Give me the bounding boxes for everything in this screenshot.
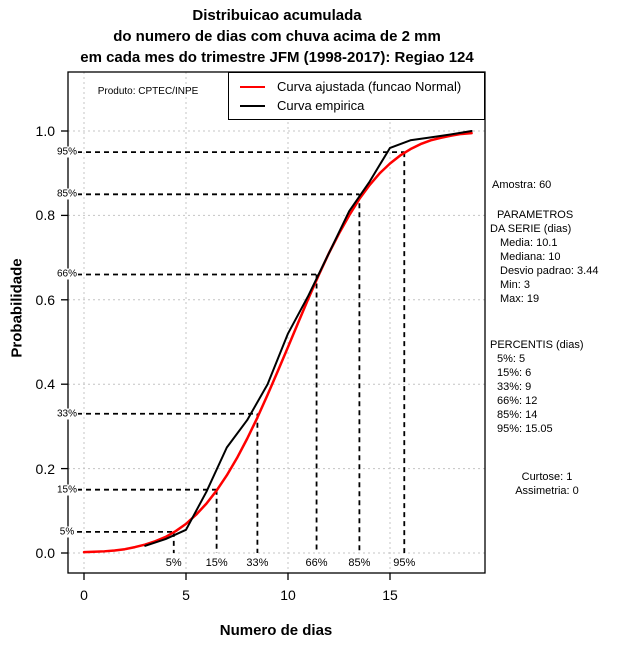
legend-item-fitted: Curva ajustada (funcao Normal) <box>229 79 484 95</box>
stat-percentil-15: 15%: 6 <box>497 367 532 379</box>
percentile-guide-lines <box>68 151 406 553</box>
x-axis-title: Numero de dias <box>219 622 333 639</box>
percentile-left-label: 15% <box>55 484 79 496</box>
plot-frame <box>61 71 486 580</box>
stat-desvio-padrao: Desvio padrao: 3.44 <box>500 265 599 277</box>
stat-percentil-66: 66%: 12 <box>497 395 538 407</box>
y-axis-title: Probabilidade <box>8 258 26 358</box>
percentile-left-label: 85% <box>55 188 79 200</box>
distribution-curves <box>82 130 473 554</box>
stat-percentil-95: 95%: 15.05 <box>497 423 553 435</box>
grid-lines <box>68 72 485 573</box>
legend-label-fitted: Curva ajustada (funcao Normal) <box>277 79 462 94</box>
plot-border <box>67 71 486 574</box>
y-tick-label: 0.6 <box>35 291 55 308</box>
stat-percentil-33: 33%: 9 <box>497 381 532 393</box>
y-tick-label: 0.0 <box>35 545 55 561</box>
stat-amostra: Amostra: 60 <box>492 179 552 191</box>
chart-title: Distribuicao acumulada do numero de dias… <box>0 5 554 68</box>
percentile-bottom-label: 66% <box>305 557 328 569</box>
empirical-curve-swatch <box>240 104 265 107</box>
stat-assimetria: Assimetria: 0 <box>515 485 579 497</box>
stat-params-header1: PARAMETROS <box>497 209 574 221</box>
percentile-left-label: 95% <box>55 146 79 158</box>
chart-title-line2: do numero de dias com chuva acima de 2 m… <box>113 28 441 45</box>
stat-mediana: Mediana: 10 <box>500 251 561 263</box>
percentile-left-label: 33% <box>55 408 79 420</box>
legend-item-empirical: Curva empirica <box>229 98 484 114</box>
stat-max: Max: 19 <box>500 293 540 305</box>
y-tick-label: 0.8 <box>35 207 55 224</box>
stat-percentil-85: 85%: 14 <box>497 409 538 421</box>
chart-title-line1: Distribuicao acumulada <box>192 7 362 24</box>
percentile-left-label: 5% <box>58 526 76 538</box>
y-tick-label: 1.0 <box>35 123 55 139</box>
chart-title-line3: em cada mes do trimestre JFM (1998-2017)… <box>80 49 474 66</box>
percentile-bottom-label: 33% <box>246 557 269 569</box>
stats-panel: Amostra: 60 PARAMETROS DA SERIE (dias) M… <box>488 178 640 498</box>
y-tick-label: 0.2 <box>35 460 55 477</box>
percentile-bottom-label: 15% <box>205 557 228 569</box>
legend-label-empirical: Curva empirica <box>277 98 365 113</box>
x-tick-label: 5 <box>182 587 190 603</box>
stat-curtose: Curtose: 1 <box>521 471 573 483</box>
percentile-bottom-label: 95% <box>393 557 416 569</box>
percentile-left-label: 66% <box>55 268 79 280</box>
x-tick-label: 0 <box>80 587 88 603</box>
produto-label: Produto: CPTEC/INPE <box>97 86 199 97</box>
fitted-curve <box>82 131 473 554</box>
stat-percentis-header: PERCENTIS (dias) <box>490 339 584 351</box>
stat-params-header2: DA SERIE (dias) <box>490 223 572 235</box>
stat-min: Min: 3 <box>500 279 530 291</box>
stat-percentil-5: 5%: 5 <box>497 353 526 365</box>
percentile-bottom-label: 85% <box>348 557 371 569</box>
fitted-curve-swatch <box>240 85 265 88</box>
legend-box: Curva ajustada (funcao Normal) Curva emp… <box>228 72 485 120</box>
percentile-bottom-label: 5% <box>165 557 182 569</box>
x-tick-label: 15 <box>382 587 398 603</box>
y-tick-label: 0.4 <box>35 376 55 393</box>
stat-media: Media: 10.1 <box>500 237 558 249</box>
x-tick-label: 10 <box>280 587 296 603</box>
empirical-curve <box>144 130 473 547</box>
